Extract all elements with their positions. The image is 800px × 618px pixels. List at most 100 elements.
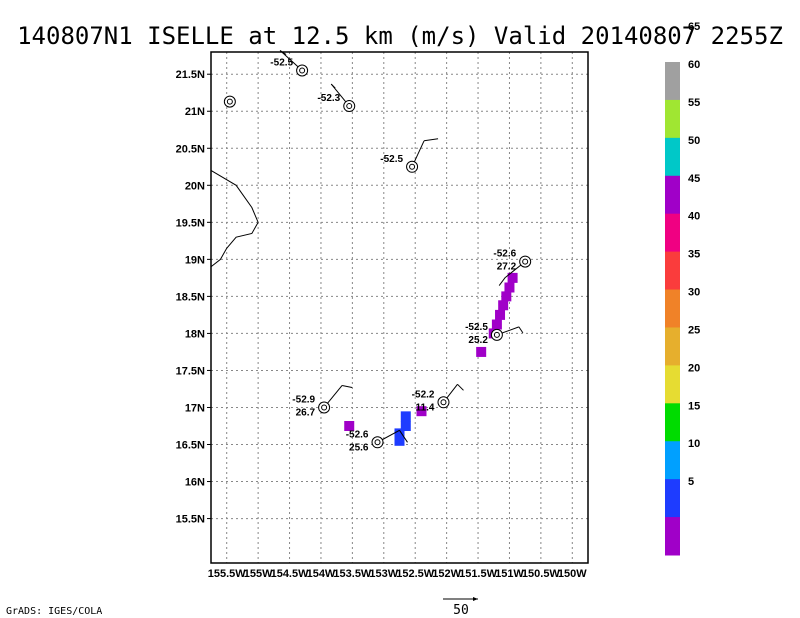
station-label-bottom: 27.2 [497, 262, 517, 273]
wind-barb-flag [330, 83, 336, 89]
reference-arrowhead [473, 597, 478, 601]
wind-cell [476, 346, 487, 357]
wind-cell [498, 300, 509, 311]
y-tick-label: 16.5N [176, 440, 205, 452]
station-label-top: -52.5 [380, 154, 403, 165]
coastline-path [210, 170, 259, 268]
colorbar-label: 20 [688, 362, 700, 374]
station-marker [371, 436, 384, 449]
wind-cell [416, 406, 427, 417]
station-marker-inner [409, 163, 416, 170]
y-tick-label: 17.5N [176, 365, 205, 377]
wind-barb-flag [498, 277, 506, 286]
wind-cell [394, 428, 405, 439]
station-label-bottom: 25.6 [349, 442, 369, 453]
colorbar-swatch [665, 403, 680, 442]
colorbar-label: 30 [688, 287, 700, 299]
y-tick-label: 19.5N [176, 217, 205, 229]
station-marker [296, 64, 309, 77]
colorbar-label: 10 [688, 438, 700, 450]
station-label-bottom: 25.2 [468, 335, 488, 346]
y-tick-label: 20N [185, 180, 205, 192]
station-label-top: -52.2 [412, 389, 435, 400]
colorbar-swatch [665, 479, 680, 518]
y-tick-label: 15.5N [176, 514, 205, 526]
y-tick-label: 21N [185, 106, 205, 118]
station-marker [519, 255, 532, 268]
station-label-bottom: 11.4 [416, 402, 435, 413]
colorbar-label: 55 [688, 97, 700, 109]
station-marker-inner [321, 404, 328, 411]
x-tick-label: 153W [369, 568, 398, 580]
wind-cell [507, 272, 518, 283]
colorbar-swatch [665, 175, 680, 215]
x-tick-label: 150W [558, 568, 587, 580]
y-tick-label: 20.5N [176, 143, 205, 155]
colorbar-swatch [665, 441, 680, 480]
station-label-top: -52.3 [317, 93, 340, 104]
y-tick-label: 18.5N [176, 291, 205, 303]
colorbar-label: 5 [688, 476, 694, 488]
colorbar-label: 45 [688, 173, 700, 185]
station-marker-inner [299, 67, 306, 74]
station-marker-inner [374, 439, 381, 446]
x-tick-label: 153.5W [333, 568, 372, 580]
wind-cell [491, 319, 502, 330]
colorbar-label: 25 [688, 324, 700, 336]
colorbar-swatch [665, 137, 680, 177]
station-marker-inner [346, 103, 353, 110]
plot-area: -52.5 -52.3 -52.5 -52.6 27.2 -52.5 25.2 -52.9 26… [176, 50, 589, 580]
coastline [210, 170, 259, 268]
station-marker [406, 160, 419, 173]
wind-cells [344, 272, 518, 446]
x-tick-label: 151W [495, 568, 524, 580]
colorbar-swatch [665, 99, 680, 139]
x-tick-label: 155.5W [208, 568, 247, 580]
x-tick-label: 152.5W [396, 568, 435, 580]
wind-barb-flag [342, 384, 353, 388]
colorbar-swatch [665, 327, 680, 366]
credit-label: GrADS: IGES/COLA [6, 606, 102, 617]
wind-cell [394, 435, 405, 446]
colorbar-swatch [665, 62, 680, 101]
station-marker-inner [493, 331, 500, 338]
colorbar-label: 15 [688, 400, 700, 412]
wind-cell [400, 411, 411, 422]
station-label-top: -52.5 [270, 58, 293, 69]
x-tick-label: 154W [307, 568, 336, 580]
chart-title: 140807N1 ISELLE at 12.5 km (m/s) Valid 2… [17, 22, 783, 50]
station-marker-inner [522, 258, 529, 265]
colorbar-swatch [665, 517, 680, 556]
colorbar-label: 60 [688, 59, 700, 71]
colorbar-label: 40 [688, 211, 700, 223]
colorbar: 5101520253035404550556065707580 [665, 21, 700, 556]
colorbar-swatch [665, 289, 680, 328]
colorbar-swatch [665, 213, 680, 253]
x-tick-labels: 155.5W155W154.5W154W153.5W153W152.5W152W… [208, 568, 588, 580]
y-tick-label: 18N [185, 328, 205, 340]
station-label-top: -52.9 [292, 394, 315, 405]
reference-vector-label: 50 [453, 603, 469, 618]
x-tick-label: 154.5W [271, 568, 310, 580]
station-label-top: -52.5 [465, 322, 488, 333]
station-marker-inner [226, 98, 233, 105]
wind-cell [495, 309, 506, 320]
station-label-bottom: 26.7 [296, 407, 316, 418]
y-tick-label: 19N [185, 254, 205, 266]
wind-cell [501, 291, 512, 302]
wind-barb-flag [423, 138, 439, 142]
station-label-top: -52.6 [493, 249, 516, 260]
colorbar-label: 50 [688, 135, 700, 147]
x-tick-label: 155W [244, 568, 273, 580]
y-tick-label: 16N [185, 477, 205, 489]
wind-cell [504, 282, 515, 293]
y-tick-labels: 15.5N 16N 16.5N 17N 17.5N 18N 18.5N 19N 19.5N 20N… [176, 69, 211, 526]
station-marker-inner [440, 399, 447, 406]
station-marker [343, 100, 356, 113]
station-marker [318, 401, 331, 414]
wind-cell [344, 420, 355, 431]
colorbar-label: 35 [688, 249, 700, 261]
station-markers: -52.5 -52.3 -52.5 -52.6 27.2 -52.5 25.2 -52.9 26… [223, 50, 532, 453]
plot-frame [210, 51, 589, 564]
